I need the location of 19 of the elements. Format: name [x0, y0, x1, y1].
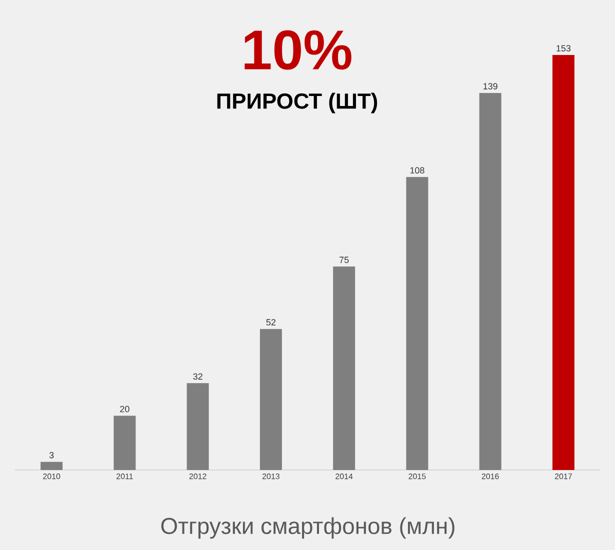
x-axis-title: Отгрузки смартфонов (млн): [161, 517, 454, 539]
chart-title: 10%: [244, 30, 352, 70]
bar: [333, 266, 356, 470]
bar: [479, 92, 502, 470]
data-label: 153: [556, 45, 571, 52]
data-label: 52: [266, 319, 276, 326]
data-label: 3: [49, 452, 54, 458]
data-label: 108: [410, 167, 424, 174]
data-label: 139: [484, 83, 498, 90]
text: ПРИРОСТ (ШТ): [217, 92, 378, 114]
bar: [114, 416, 136, 470]
bar: [40, 462, 63, 470]
bar: [186, 383, 209, 470]
bar: [260, 328, 282, 470]
data-label: 32: [193, 373, 202, 380]
data-label: 20: [120, 406, 130, 412]
bar: [406, 177, 428, 470]
bar: [552, 54, 574, 470]
data-label: 75: [340, 256, 349, 264]
